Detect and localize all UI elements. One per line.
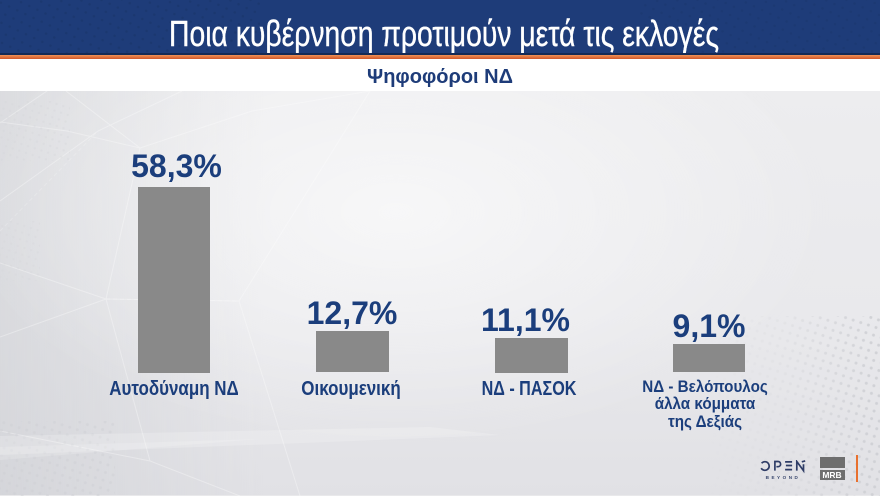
svg-text:BEYOND: BEYOND bbox=[765, 475, 800, 480]
